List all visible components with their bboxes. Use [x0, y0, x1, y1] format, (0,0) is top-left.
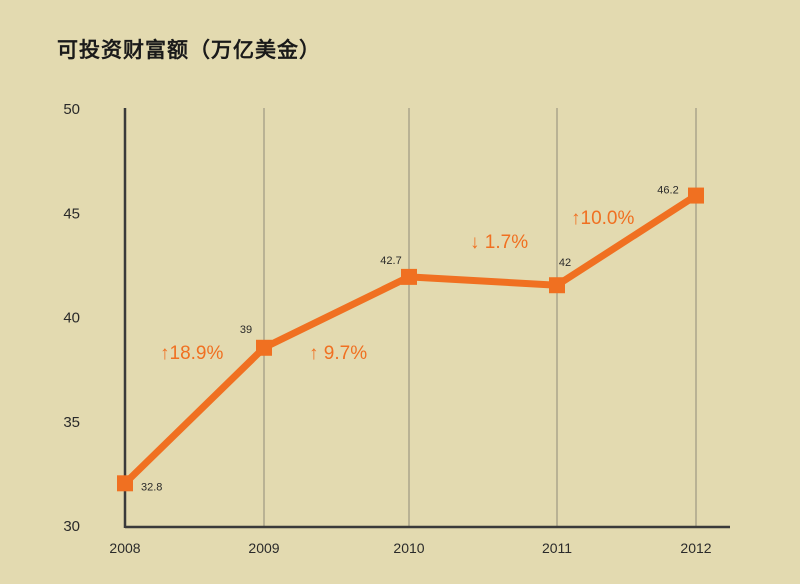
data-point-marker — [549, 277, 565, 294]
data-label: 39 — [240, 324, 252, 336]
series-line — [122, 192, 698, 486]
x-tick-label: 2011 — [542, 540, 572, 556]
data-point-marker — [401, 268, 417, 285]
data-label: 42.7 — [380, 255, 401, 267]
grid-layer — [263, 108, 697, 527]
change-annotation: ↑18.9% — [160, 343, 223, 364]
series-layer — [117, 187, 704, 492]
chart-title: 可投资财富额（万亿美金） — [57, 38, 321, 62]
y-tick-label: 50 — [63, 101, 80, 118]
y-tick-label: 30 — [63, 518, 80, 535]
x-tick-label: 2010 — [393, 540, 424, 556]
y-tick-label: 40 — [63, 310, 80, 327]
data-label: 42 — [559, 257, 571, 269]
x-tick-label: 2012 — [680, 540, 711, 556]
change-annotation: ↓ 1.7% — [470, 232, 528, 253]
axis-layer: 30 35 40 45 50 2008 2009 2010 2011 2012 — [63, 101, 730, 556]
data-label: 32.8 — [141, 481, 162, 493]
change-annotation: ↑10.0% — [571, 208, 634, 229]
data-point-marker — [117, 475, 133, 492]
y-tick-label: 35 — [63, 414, 80, 431]
label-layer: 32.8 39 42.7 42 46.2 ↑18.9% ↑ 9.7% ↓ 1.7% ↑10.0% — [141, 185, 679, 494]
data-label: 46.2 — [657, 185, 678, 197]
x-tick-label: 2009 — [248, 540, 279, 556]
y-tick-label: 45 — [63, 205, 80, 222]
data-point-marker — [688, 187, 704, 204]
change-annotation: ↑ 9.7% — [309, 343, 367, 364]
x-tick-label: 2008 — [109, 540, 140, 556]
data-point-marker — [256, 339, 272, 356]
